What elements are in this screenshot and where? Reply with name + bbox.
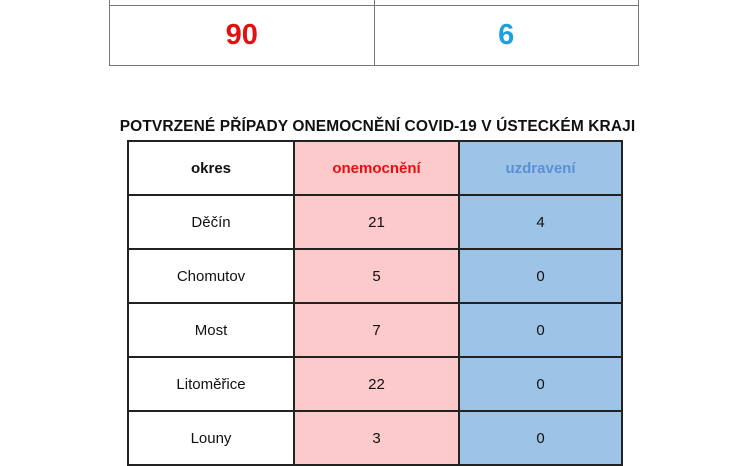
- cases-cell: 5: [293, 248, 460, 304]
- summary-table: 90 6: [109, 0, 639, 66]
- cases-cell: 22: [293, 356, 460, 412]
- recovered-cell: 0: [458, 356, 623, 412]
- table-row: Louny 3 0: [127, 410, 623, 466]
- summary-cases-value: 90: [225, 19, 258, 51]
- district-cell: Litoměřice: [127, 356, 295, 412]
- recovered-cell: 0: [458, 248, 623, 304]
- header-cases: onemocnění: [293, 140, 460, 196]
- summary-recovered-cell: 6: [373, 0, 638, 65]
- recovered-cell: 0: [458, 410, 623, 466]
- recovered-cell: 4: [458, 194, 623, 250]
- summary-recovered-value: 6: [498, 19, 515, 51]
- table-row: Děčín 21 4: [127, 194, 623, 250]
- table-row: Litoměřice 22 0: [127, 356, 623, 412]
- table-row: Most 7 0: [127, 302, 623, 358]
- district-cell: Louny: [127, 410, 295, 466]
- header-district: okres: [127, 140, 295, 196]
- table-title: POTVRZENÉ PŘÍPADY ONEMOCNĚNÍ COVID-19 V …: [119, 118, 636, 135]
- table-row: Chomutov 5 0: [127, 248, 623, 304]
- district-cell: Chomutov: [127, 248, 295, 304]
- district-table: okres onemocnění uzdravení Děčín 21 4 Ch…: [127, 140, 623, 466]
- district-cell: Most: [127, 302, 295, 358]
- cases-cell: 7: [293, 302, 460, 358]
- table-header-row: okres onemocnění uzdravení: [127, 140, 623, 196]
- cases-cell: 3: [293, 410, 460, 466]
- cases-cell: 21: [293, 194, 460, 250]
- district-cell: Děčín: [127, 194, 295, 250]
- header-recovered: uzdravení: [458, 140, 623, 196]
- summary-cases-cell: 90: [110, 0, 374, 65]
- recovered-cell: 0: [458, 302, 623, 358]
